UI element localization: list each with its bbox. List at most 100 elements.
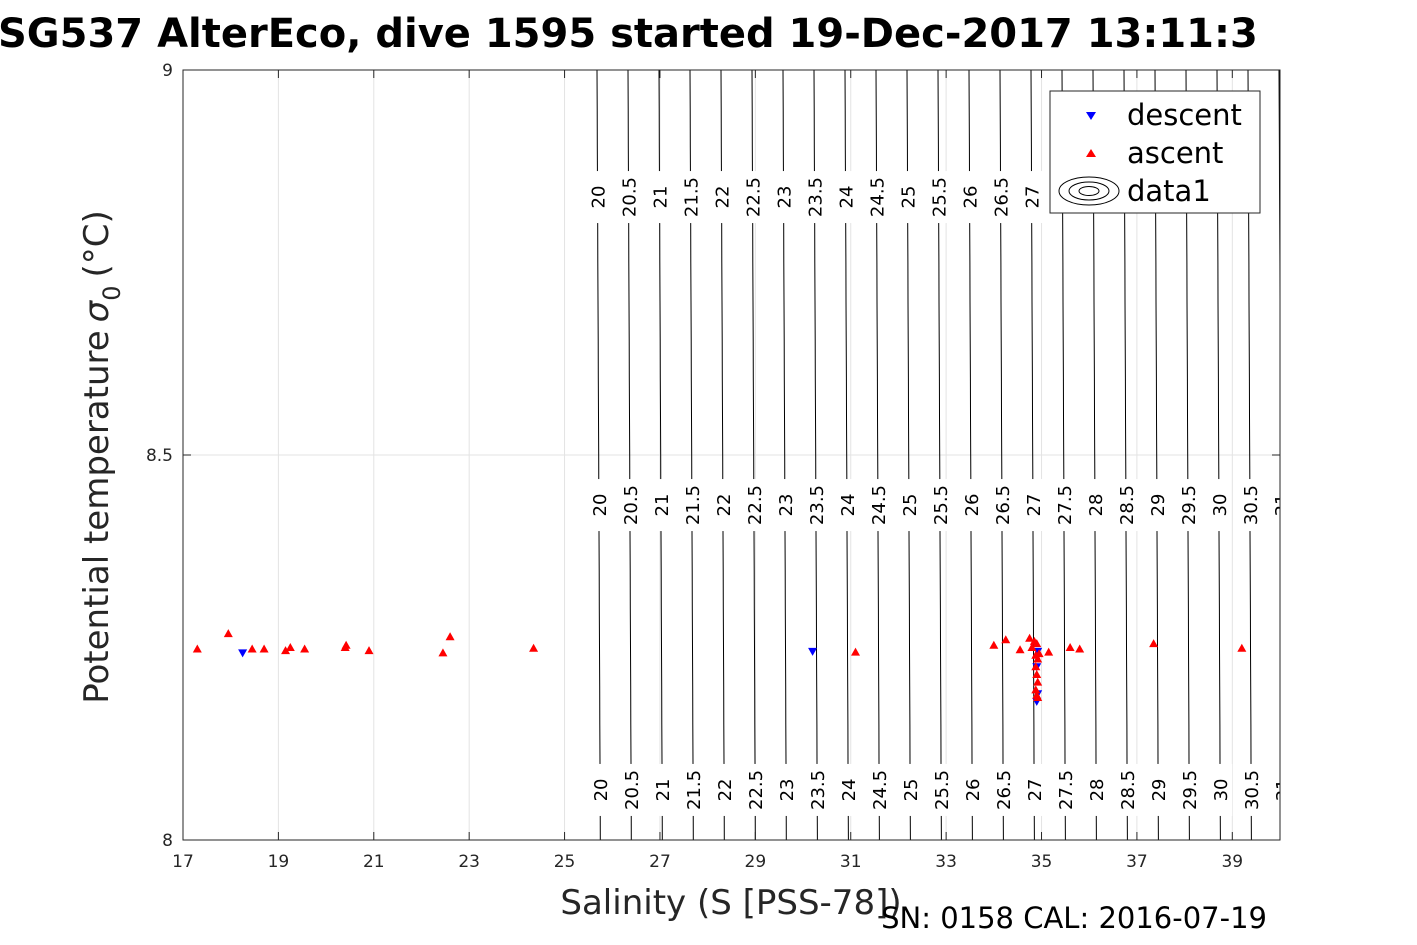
ascent-point [1031, 662, 1041, 671]
contour-label-bg [647, 171, 672, 224]
contour-label: 22.5 [744, 177, 765, 217]
contour-label-bg [774, 763, 799, 816]
contour-label: 28.5 [1117, 485, 1138, 525]
contour-label-bg [771, 171, 796, 224]
contour-label-bg [805, 763, 830, 816]
contour-label: 27.5 [1055, 485, 1076, 525]
contour-label-bg [803, 479, 828, 532]
ascent-point [247, 644, 257, 653]
data-markers [192, 629, 1247, 706]
contour-label: 30 [1210, 494, 1231, 517]
contour-label-bg [833, 171, 858, 224]
contour-label: 28.5 [1118, 770, 1139, 810]
ascent-point [438, 648, 448, 657]
x-axis-ticks: 17 19 21 23 25 27 29 31 33 35 37 39 [172, 70, 1243, 872]
ascent-point [445, 632, 455, 641]
legend-ascent-label: ascent [1127, 136, 1223, 170]
contour-label: 22 [715, 778, 736, 801]
ascent-point [1032, 669, 1042, 678]
contour-label-bg [741, 479, 766, 532]
legend-descent-marker [1086, 112, 1096, 120]
contour-label-bg [1144, 479, 1169, 532]
x-tick-label: 39 [1221, 852, 1243, 872]
contour-label-bg [1177, 763, 1202, 816]
contour-label-bg [1084, 763, 1109, 816]
contour-label: 20.5 [621, 485, 642, 525]
ascent-point [223, 629, 233, 638]
legend-contour-icon [1058, 176, 1120, 206]
contour-label-bg [1051, 479, 1076, 532]
legend: descent ascent data1 [1049, 90, 1261, 214]
contour-label: 27 [1024, 494, 1045, 517]
contour-label-bg [679, 479, 704, 532]
contour-label-bg [895, 171, 920, 224]
x-tick-label: 37 [1126, 852, 1148, 872]
x-tick-label: 25 [554, 852, 576, 872]
contour-label-bg [1115, 763, 1140, 816]
x-tick-label: 27 [649, 852, 671, 872]
legend-data1-label: data1 [1127, 174, 1211, 208]
contour-label-bg [648, 479, 673, 532]
x-tick-label: 19 [268, 852, 290, 872]
contour-label-bg [1082, 479, 1107, 532]
contour-label-bg [1175, 479, 1200, 532]
contour-label-bg [836, 763, 861, 816]
x-tick-label: 29 [745, 852, 767, 872]
contour-label: 25 [901, 778, 922, 801]
contour-label-bg [616, 171, 641, 224]
contour-label: 27 [1025, 778, 1046, 801]
contour-label: 21 [653, 778, 674, 801]
contour-label-bg [1146, 763, 1171, 816]
descent-point [808, 647, 818, 656]
contour-label: 24 [837, 186, 858, 209]
descent-point [238, 649, 248, 658]
contour-label-bg [1206, 479, 1231, 532]
y-axis-ticks: 88.59 [146, 61, 1280, 851]
contour-label-bg [617, 479, 642, 532]
ascent-point [1033, 677, 1043, 686]
y-axis-label-unit: (°C) [77, 210, 117, 277]
contour-label-bg [650, 763, 675, 816]
ascent-point [1033, 654, 1043, 663]
contour-label-bg [991, 763, 1016, 816]
contour-label-bg [585, 171, 610, 224]
contour-label: 25 [899, 186, 920, 209]
contour-label-bg [1053, 763, 1078, 816]
contour-label-bg [865, 479, 890, 532]
contour-label-bg [712, 763, 737, 816]
contour-label: 20 [591, 778, 612, 801]
y-axis-label-text: Potential temperature [77, 330, 117, 703]
contour-label: 26 [962, 494, 983, 517]
contour-label: 21.5 [682, 177, 703, 217]
ascent-point [1015, 645, 1025, 654]
ascent-point [1149, 639, 1159, 648]
x-tick-label: 33 [935, 852, 957, 872]
contour-label-bg [1270, 763, 1280, 816]
contour-label: 23.5 [806, 177, 827, 217]
contour-label: 25.5 [930, 177, 951, 217]
ascent-point [281, 646, 291, 655]
ascent-point [341, 640, 351, 649]
contour-label-bg [678, 171, 703, 224]
contour-label: 27 [1023, 186, 1044, 209]
contour-label: 24.5 [868, 177, 889, 217]
ascent-point [1065, 643, 1075, 651]
contour-label: 23.5 [807, 485, 828, 525]
contour-label: 21.5 [683, 485, 704, 525]
x-tick-label: 23 [458, 852, 480, 872]
ascent-point [1075, 644, 1085, 653]
contour-label-bg [1239, 763, 1264, 816]
contour-label: 23 [775, 186, 796, 209]
contour-label-bg [896, 479, 921, 532]
contour-label-bg [1237, 479, 1262, 532]
contour-label-bg [710, 479, 735, 532]
ascent-point [1044, 647, 1054, 656]
contour-label-bg [586, 479, 611, 532]
contour-label: 20.5 [622, 770, 643, 810]
legend-descent-label: descent [1127, 98, 1242, 132]
contour-label-bg [681, 763, 706, 816]
contour-label-bg [926, 171, 951, 224]
contour-label: 21 [651, 186, 672, 209]
contour-label: 30.5 [1242, 770, 1263, 810]
contour-label: 30.5 [1241, 485, 1262, 525]
